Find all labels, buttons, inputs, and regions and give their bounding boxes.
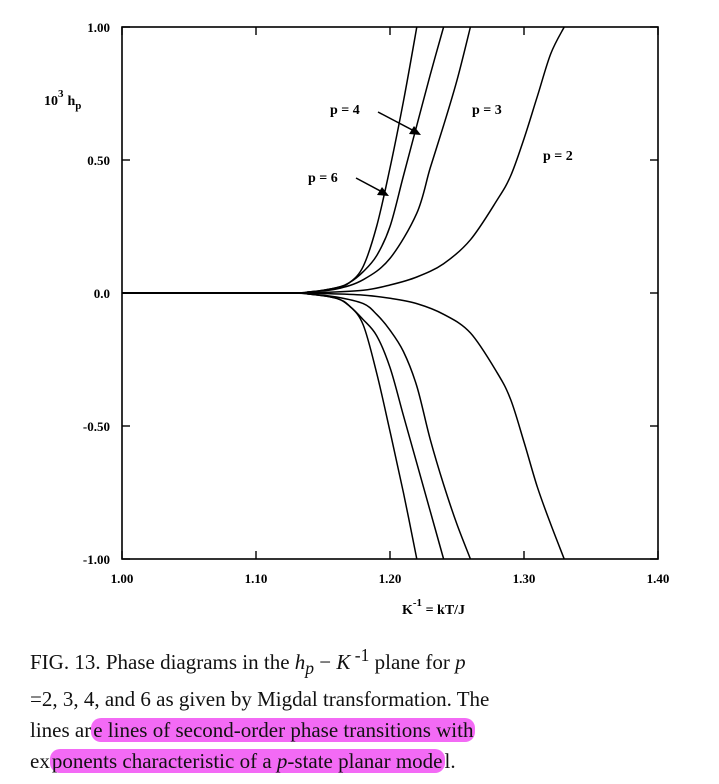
highlight-1: e lines of second-order phase transition… — [91, 718, 476, 743]
curve-p6-upper — [121, 26, 418, 294]
curve-p6-lower — [121, 292, 418, 560]
caption-line-2: =2, 3, 4, and 6 as given by Migdal trans… — [30, 687, 490, 712]
caption-line-3: lines are lines of second-order phase tr… — [30, 718, 476, 743]
x-tick-label: 1.40 — [647, 571, 670, 586]
y-tick-label: 0.0 — [94, 286, 110, 301]
arrow-p4 — [377, 111, 421, 135]
axes: 1.00 1.10 1.20 1.30 1.40 1.00 0.50 0.0 -0.50 -1.0… — [83, 20, 669, 586]
arrow-p6 — [355, 177, 389, 196]
curve-p3-lower — [121, 292, 472, 560]
label-p3: p = 3 — [472, 103, 502, 118]
y-tick-label: -0.50 — [83, 419, 110, 434]
caption-line-1: FIG. 13. Phase diagrams in the hp − K -1… — [30, 645, 466, 679]
y-axis-title: 103 hp — [44, 88, 81, 112]
curve-p2-lower — [121, 292, 565, 560]
label-p2: p = 2 — [543, 149, 573, 164]
x-tick-label: 1.20 — [379, 571, 402, 586]
curve-p2-upper — [121, 26, 565, 294]
y-tick-label: 1.00 — [87, 20, 110, 35]
phase-diagram-chart: 1.00 1.10 1.20 1.30 1.40 1.00 0.50 0.0 -0.50 -1.0… — [44, 20, 669, 618]
label-p4: p = 4 — [330, 103, 360, 118]
curve-p4-lower — [121, 292, 445, 560]
y-tick-label: -1.00 — [83, 552, 110, 567]
x-tick-label: 1.00 — [111, 571, 134, 586]
figure-caption: FIG. 13. Phase diagrams in the hp − K -1… — [30, 640, 690, 777]
x-tick-label: 1.30 — [513, 571, 536, 586]
x-axis-title: K-1 = kT/J — [402, 597, 465, 618]
label-p6: p = 6 — [308, 171, 338, 186]
highlight-2: ponents characteristic of a p-state plan… — [49, 749, 445, 774]
caption-line-4: exponents characteristic of a p-state pl… — [30, 749, 456, 774]
curves — [121, 26, 565, 560]
x-tick-label: 1.10 — [245, 571, 268, 586]
y-tick-label: 0.50 — [87, 153, 110, 168]
curve-p4-upper — [121, 26, 445, 294]
curve-p3-upper — [121, 26, 472, 294]
